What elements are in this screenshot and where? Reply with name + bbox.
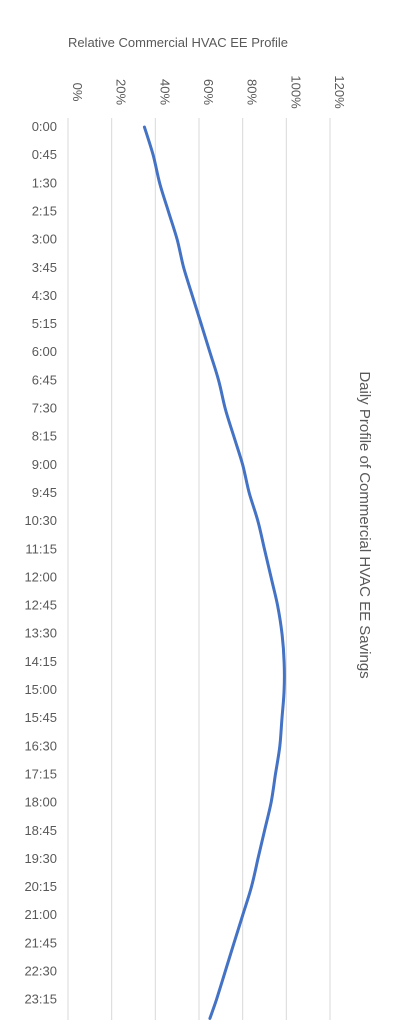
x-tick-label: 6:00 [32,344,57,359]
x-tick-label: 9:00 [32,457,57,472]
x-tick-label: 0:00 [32,119,57,134]
x-tick-label: 14:15 [24,654,57,669]
x-tick-label: 10:30 [24,513,57,528]
x-tick-label: 11:15 [25,541,57,556]
x-tick-label: 15:00 [24,682,57,697]
y-tick-label: 0% [70,83,85,102]
x-tick-label: 1:30 [32,175,57,190]
y-tick-label: 40% [157,79,172,105]
gridlines [67,118,331,1020]
x-tick-label: 6:45 [32,372,57,387]
x-tick-label: 21:00 [24,907,57,922]
x-tick-label: 23:15 [24,992,57,1007]
x-tick-label: 17:15 [24,766,57,781]
y-axis-title: Relative Commercial HVAC EE Profile [68,35,288,50]
y-tick-label: 100% [288,75,303,109]
x-tick-label: 12:45 [24,598,57,613]
series-layer [142,125,286,1020]
x-tick-label: 0:45 [32,147,57,162]
chart-title: Daily Profile of Commercial HVAC EE Savi… [356,371,373,678]
x-tick-label: 20:15 [24,879,57,894]
x-tick-label: 8:15 [32,429,57,444]
y-tick-label: 60% [201,79,216,105]
y-axis-ticks: 0% 20% 40% 60% 80% 100% 120% [70,75,347,109]
x-tick-label: 12:00 [24,569,57,584]
x-tick-label: 3:45 [32,260,57,275]
y-tick-label: 120% [332,75,347,109]
series-line [142,125,286,1020]
x-tick-label: 15:45 [24,710,57,725]
x-tick-label: 18:00 [24,795,57,810]
x-tick-label: 4:30 [32,288,57,303]
x-tick-label: 2:15 [32,203,57,218]
x-tick-label: 18:45 [24,823,57,838]
x-tick-label: 3:00 [32,232,57,247]
x-tick-label: 5:15 [32,316,57,331]
x-tick-label: 16:30 [24,738,57,753]
x-tick-label: 22:30 [24,964,57,979]
x-tick-label: 13:30 [24,626,57,641]
x-tick-label: 9:45 [32,485,57,500]
x-axis-ticks: 0:00 0:45 1:30 2:15 3:00 3:45 4:30 5:15 6:00 6:45… [24,119,57,1007]
x-tick-label: 21:45 [24,935,57,950]
y-tick-label: 80% [245,79,260,105]
y-tick-label: 20% [114,79,129,105]
x-tick-label: 19:30 [24,851,57,866]
x-tick-label: 7:30 [32,401,57,416]
